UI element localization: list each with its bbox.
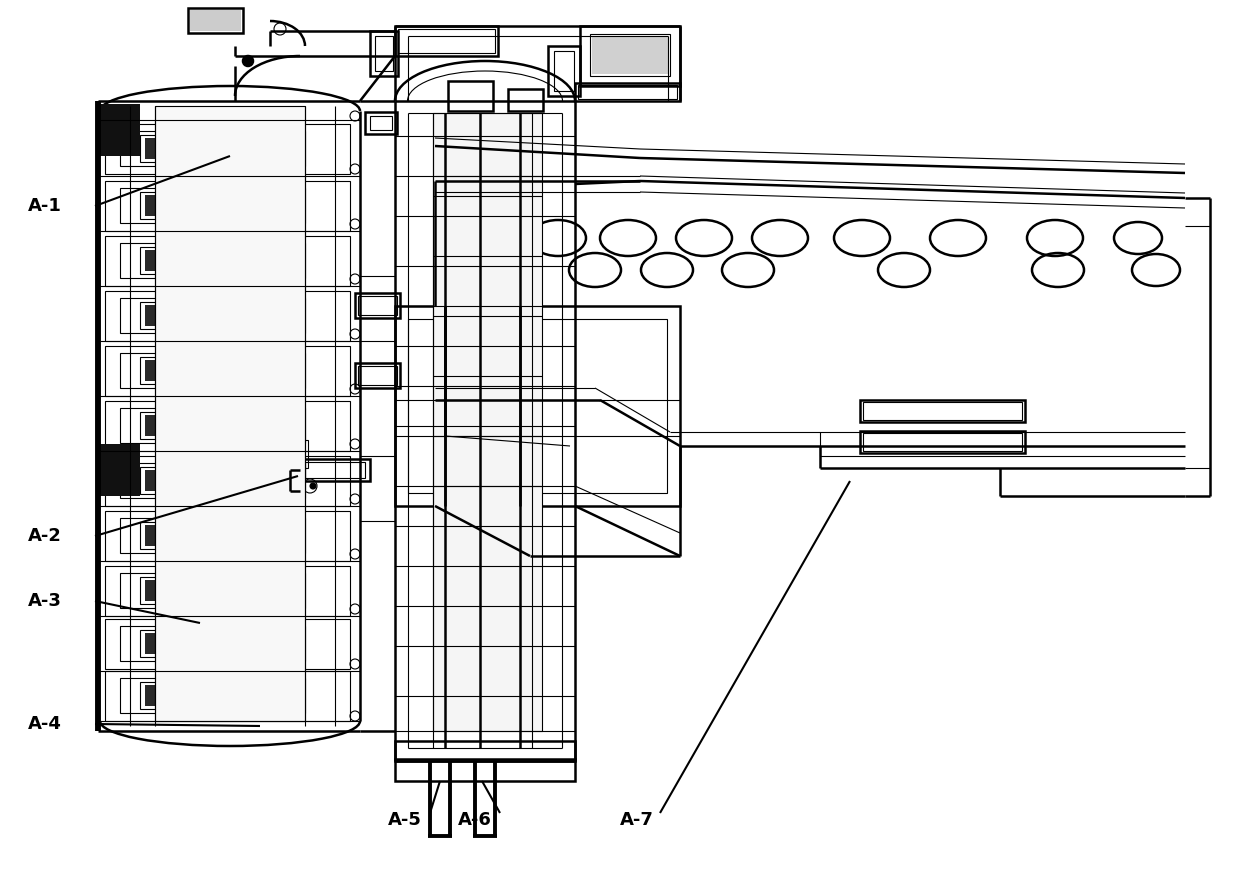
Bar [140,412,250,439]
Ellipse shape [206,619,215,627]
Bar [155,106,305,721]
Bar [120,298,305,333]
Bar [140,135,250,162]
Bar [591,36,668,74]
Bar [548,46,580,96]
Text: A-6: A-6 [458,811,492,829]
Bar [408,319,667,493]
Bar [140,247,250,274]
Bar [448,81,494,111]
Bar [105,456,350,506]
Bar [290,440,308,468]
Bar [358,366,397,385]
Bar [590,34,670,76]
Bar [396,306,680,506]
Bar [140,630,250,657]
Bar [140,467,250,494]
Bar [120,678,305,713]
Bar [554,51,574,91]
Text: A-4: A-4 [29,715,62,733]
Bar [140,577,250,604]
Bar [145,580,246,601]
Bar [188,8,243,33]
Bar [145,195,246,216]
Text: A-5: A-5 [388,811,422,829]
Bar [120,573,305,608]
Bar [145,138,246,159]
Bar [861,400,1025,422]
Bar [98,444,140,496]
Bar [190,10,241,31]
Bar [145,305,246,326]
Bar [358,296,397,315]
Bar [145,415,246,436]
Bar [105,236,350,286]
Bar [355,363,401,388]
Bar [120,188,305,223]
Bar [145,470,246,491]
Bar [396,741,575,761]
Bar [446,126,520,676]
Bar [145,633,246,654]
Bar [446,126,520,676]
Bar [145,250,246,271]
Bar [105,181,350,231]
Bar [365,112,397,134]
Bar [140,522,250,549]
Bar [140,682,250,709]
Bar [398,29,495,53]
Bar [861,431,1025,453]
Bar [140,192,250,219]
Bar [105,346,350,396]
Bar [578,85,677,99]
Text: A-3: A-3 [29,592,62,610]
Bar [370,116,392,130]
Bar [140,302,250,329]
Bar [105,291,350,341]
Bar [580,26,680,86]
Bar [105,401,350,451]
Bar [355,293,401,318]
Bar [140,357,250,384]
Bar [396,759,575,781]
Bar [120,408,305,443]
Bar [105,619,350,669]
Bar [145,360,246,381]
Bar [120,463,305,498]
Bar [98,104,140,156]
Bar [396,26,498,56]
Bar [433,113,542,731]
Bar [105,566,350,616]
Bar [863,433,1022,451]
Text: A-1: A-1 [29,197,62,215]
Bar [105,511,350,561]
Ellipse shape [310,483,316,489]
Bar [305,462,365,478]
Bar [863,402,1022,420]
Bar [120,518,305,553]
Bar [145,685,246,706]
Bar [120,353,305,388]
Bar [105,671,350,721]
Bar [575,83,680,101]
Bar [374,36,393,71]
Bar [120,243,305,278]
Bar [145,525,246,546]
Bar [508,89,543,111]
Bar [370,31,398,76]
Ellipse shape [243,56,253,66]
Text: A-2: A-2 [29,527,62,545]
Bar [120,131,305,166]
Bar [300,459,370,481]
Bar [105,124,350,174]
Text: A-7: A-7 [620,811,653,829]
Bar [120,626,305,661]
Bar [295,444,303,464]
